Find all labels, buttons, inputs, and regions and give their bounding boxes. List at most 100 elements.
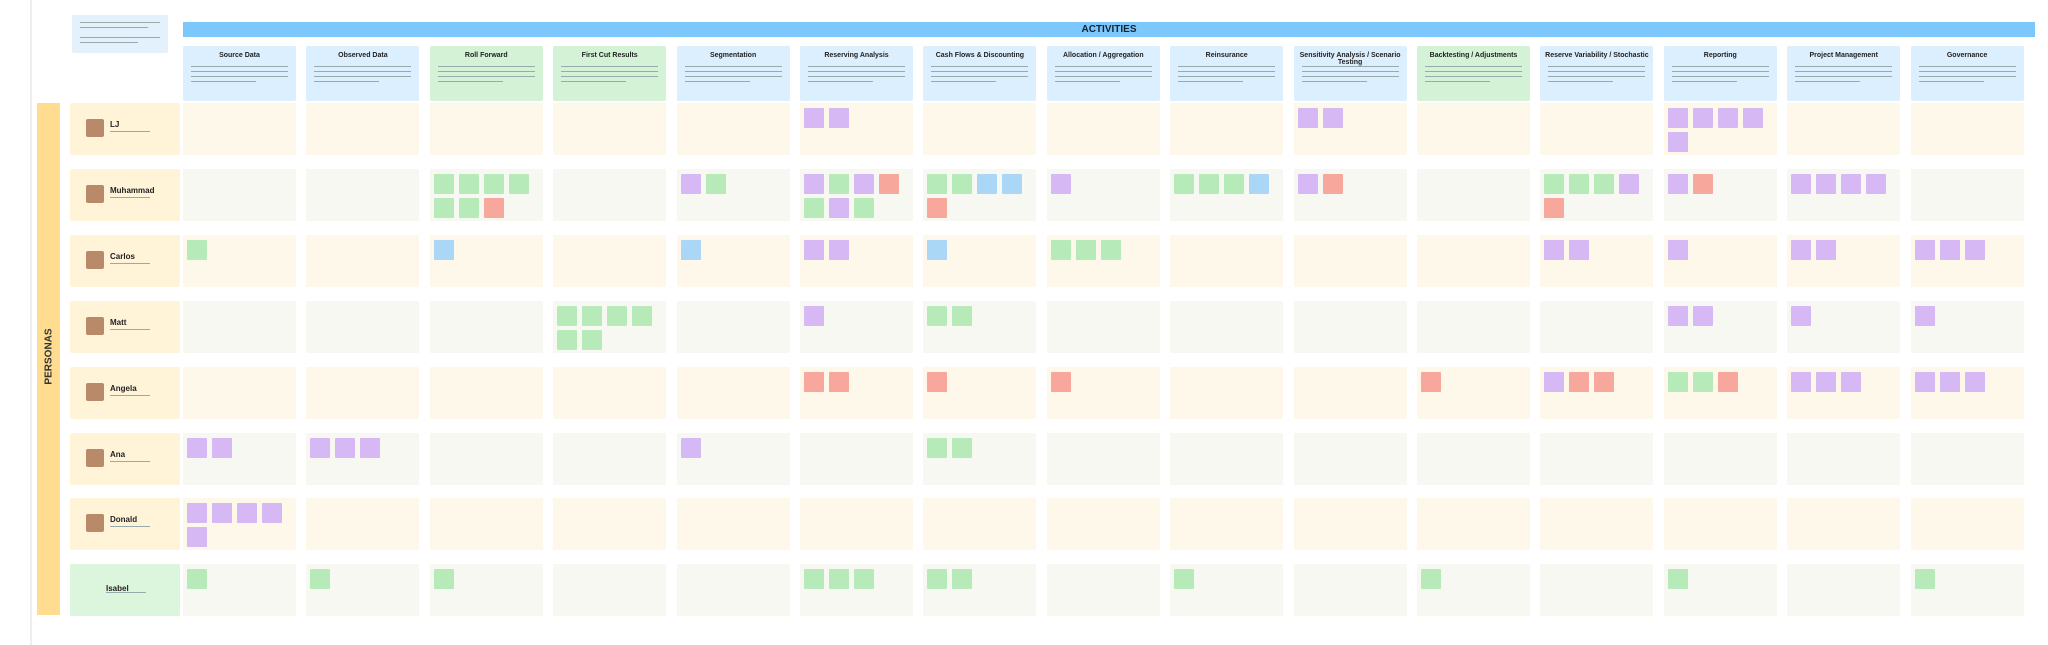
sticky-note xyxy=(1050,371,1071,392)
cell xyxy=(1910,498,2024,551)
sticky-note xyxy=(952,437,973,458)
cell xyxy=(1663,498,1777,551)
sticky-note xyxy=(1667,239,1688,260)
sticky-note xyxy=(1297,173,1318,194)
cell xyxy=(1046,564,1160,617)
persona-name: Carlos xyxy=(110,251,135,261)
sticky-note xyxy=(680,437,701,458)
activity-header: Sensitivity Analysis / Scenario Testing xyxy=(1293,46,1407,101)
activity-header: Backtesting / Adjustments xyxy=(1417,46,1530,101)
cell xyxy=(429,300,543,353)
sticky-note xyxy=(854,197,874,218)
sticky-note xyxy=(433,569,454,590)
activity-header: Project Management xyxy=(1787,46,1901,101)
cell xyxy=(1540,564,1654,617)
persona-name: Ana xyxy=(110,449,126,459)
cell xyxy=(306,103,420,155)
cell xyxy=(183,103,296,155)
sticky-note xyxy=(1717,108,1738,128)
cell xyxy=(1417,103,1530,155)
activity-header: Governance xyxy=(1910,46,2024,101)
sticky-note xyxy=(1421,371,1441,392)
sticky-note xyxy=(433,173,454,194)
activity-title: Reserve Variability / Stochastic xyxy=(1545,52,1649,59)
sticky-note xyxy=(829,569,849,590)
sticky-note xyxy=(680,239,701,260)
cell xyxy=(1540,432,1654,485)
sticky-note xyxy=(1667,173,1688,194)
sticky-note xyxy=(1692,305,1713,326)
sticky-note xyxy=(1544,197,1565,218)
sticky-note xyxy=(1914,371,1935,392)
sticky-note xyxy=(582,305,603,326)
sticky-note xyxy=(433,197,454,218)
sticky-note xyxy=(854,173,874,194)
sticky-note xyxy=(1544,371,1565,392)
sticky-note xyxy=(804,173,824,194)
sticky-note xyxy=(927,197,948,218)
cell xyxy=(1170,366,1284,419)
activity-header: Cash Flows & Discounting xyxy=(923,46,1037,101)
sticky-note xyxy=(1075,239,1096,260)
activity-header: Reporting xyxy=(1663,46,1777,101)
sticky-note xyxy=(927,569,948,590)
cell xyxy=(429,432,543,485)
sticky-note xyxy=(1322,108,1343,128)
sticky-note xyxy=(1914,305,1935,326)
sticky-note xyxy=(927,371,948,392)
sticky-note xyxy=(1594,371,1615,392)
sticky-note xyxy=(1002,173,1023,194)
activity-title: Allocation / Aggregation xyxy=(1062,52,1144,59)
sticky-note xyxy=(829,197,849,218)
activity-title: Roll Forward xyxy=(464,52,508,59)
sticky-note xyxy=(1050,239,1071,260)
activity-header: Reserve Variability / Stochastic xyxy=(1540,46,1654,101)
sticky-note xyxy=(804,197,824,218)
sticky-note xyxy=(360,437,381,458)
sticky-note xyxy=(705,173,726,194)
cell xyxy=(553,168,667,221)
sticky-note xyxy=(483,197,504,218)
sticky-note xyxy=(804,239,824,260)
sticky-note xyxy=(632,305,653,326)
sticky-note xyxy=(829,371,849,392)
sticky-note xyxy=(212,437,232,458)
cell xyxy=(306,366,420,419)
activity-title: Observed Data xyxy=(338,52,388,59)
sticky-note xyxy=(262,503,282,524)
activity-title: Reporting xyxy=(1703,52,1737,59)
cell xyxy=(183,366,296,419)
activity-title: Reinsurance xyxy=(1205,52,1248,59)
cell xyxy=(1170,498,1284,551)
cell xyxy=(553,564,667,617)
sticky-note xyxy=(1791,371,1812,392)
cell xyxy=(1787,103,1901,155)
cell xyxy=(553,103,667,155)
sticky-note xyxy=(1667,305,1688,326)
sticky-note xyxy=(1594,173,1615,194)
avatar xyxy=(86,448,104,467)
cell xyxy=(800,498,913,551)
sticky-note xyxy=(854,569,874,590)
sticky-note xyxy=(335,437,356,458)
activity-title: Governance xyxy=(1946,52,1988,59)
sticky-note xyxy=(187,437,207,458)
sticky-note xyxy=(1866,173,1887,194)
cell xyxy=(1417,300,1530,353)
cell xyxy=(183,300,296,353)
sticky-note xyxy=(1816,173,1837,194)
sticky-note xyxy=(829,173,849,194)
sticky-note xyxy=(1667,132,1688,152)
persona-card: LJ xyxy=(70,103,180,155)
cell xyxy=(1417,168,1530,221)
activity-header: Reinsurance xyxy=(1170,46,1284,101)
cell xyxy=(1293,432,1407,485)
sticky-note xyxy=(804,371,824,392)
cell xyxy=(1046,498,1160,551)
activity-header: Allocation / Aggregation xyxy=(1046,46,1160,101)
sticky-note xyxy=(1914,239,1935,260)
sticky-note xyxy=(952,305,973,326)
sticky-note xyxy=(557,305,578,326)
persona-name: Angela xyxy=(110,383,137,393)
activity-title: Backtesting / Adjustments xyxy=(1429,52,1518,59)
